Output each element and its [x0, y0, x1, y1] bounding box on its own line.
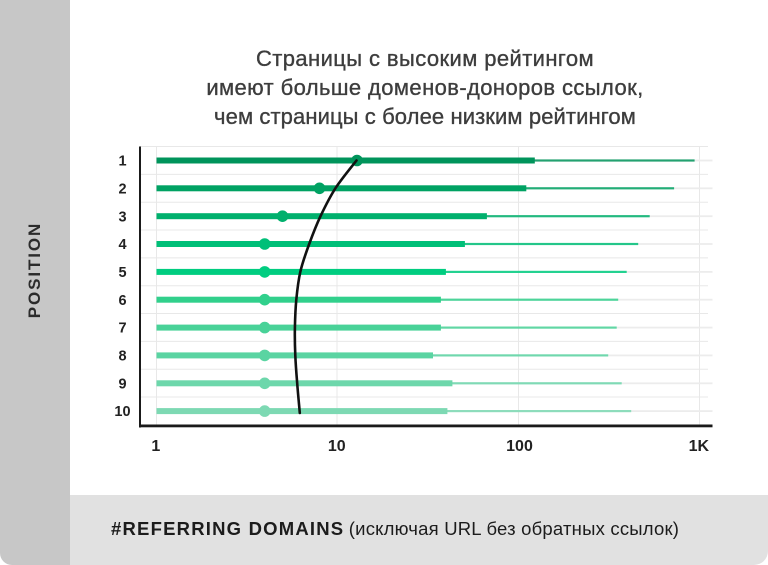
- svg-text:6: 6: [118, 293, 126, 309]
- svg-text:2: 2: [118, 181, 126, 197]
- svg-text:5: 5: [118, 265, 126, 281]
- svg-text:3: 3: [118, 209, 126, 225]
- svg-text:9: 9: [118, 376, 126, 392]
- svg-text:10: 10: [114, 404, 130, 420]
- svg-text:1: 1: [151, 438, 160, 455]
- svg-text:4: 4: [118, 237, 126, 253]
- svg-text:100: 100: [506, 438, 533, 455]
- svg-text:1: 1: [118, 154, 126, 170]
- svg-text:7: 7: [118, 321, 126, 337]
- svg-text:8: 8: [118, 349, 126, 365]
- svg-text:1K: 1K: [689, 438, 710, 455]
- svg-text:10: 10: [328, 438, 346, 455]
